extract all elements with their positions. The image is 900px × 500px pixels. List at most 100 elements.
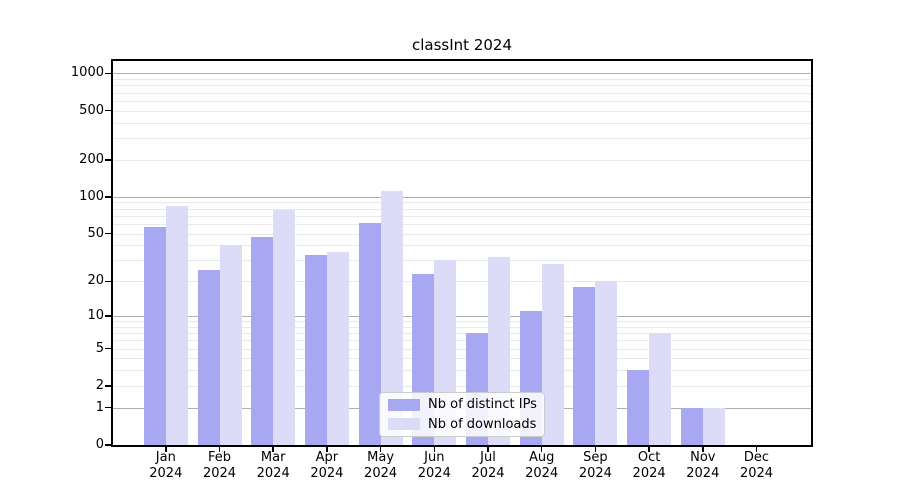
x-tick-label: Mar 2024 bbox=[256, 450, 290, 481]
x-tick-mark bbox=[272, 447, 274, 452]
minor-gridline bbox=[113, 110, 811, 112]
minor-gridline bbox=[113, 208, 811, 210]
x-tick-label: May 2024 bbox=[364, 450, 398, 481]
minor-gridline bbox=[113, 100, 811, 102]
y-tick-label: 2 bbox=[95, 377, 104, 393]
y-tick-mark bbox=[105, 232, 111, 235]
minor-gridline bbox=[113, 138, 811, 139]
minor-gridline bbox=[113, 79, 811, 81]
y-tick-label: 1 bbox=[95, 399, 104, 415]
y-tick-label: 10 bbox=[87, 308, 104, 323]
bar bbox=[273, 210, 296, 445]
y-tick-label: 20 bbox=[87, 273, 104, 289]
bar bbox=[627, 370, 650, 445]
bar bbox=[165, 206, 188, 445]
bar bbox=[304, 255, 327, 445]
y-tick-mark bbox=[105, 347, 111, 350]
y-tick-mark bbox=[105, 159, 111, 161]
bar bbox=[649, 333, 672, 445]
chart-title: classInt 2024 bbox=[412, 36, 512, 54]
y-tick-label: 500 bbox=[79, 102, 104, 118]
major-gridline bbox=[113, 73, 811, 75]
legend-item: Nb of distinct IPs bbox=[380, 397, 544, 412]
legend-swatch bbox=[388, 418, 420, 431]
x-tick-mark bbox=[755, 447, 758, 452]
minor-gridline bbox=[113, 281, 811, 283]
x-tick-mark bbox=[594, 447, 597, 452]
x-tick-mark bbox=[326, 447, 328, 452]
minor-gridline bbox=[113, 85, 811, 87]
minor-gridline bbox=[113, 385, 811, 387]
y-tick-label: 1000 bbox=[70, 65, 104, 81]
x-tick-label: Nov 2024 bbox=[686, 450, 720, 481]
bar bbox=[251, 236, 274, 445]
x-tick-label: Apr 2024 bbox=[310, 450, 344, 481]
minor-gridline bbox=[113, 122, 811, 124]
y-tick-mark bbox=[105, 315, 111, 317]
minor-gridline bbox=[113, 223, 811, 225]
legend-item: Nb of downloads bbox=[380, 417, 544, 432]
x-tick-mark bbox=[379, 447, 382, 452]
x-tick-label: Jul 2024 bbox=[471, 450, 505, 481]
legend-swatch bbox=[388, 398, 420, 411]
x-tick-label: Sep 2024 bbox=[578, 450, 612, 481]
minor-gridline bbox=[113, 92, 811, 94]
x-tick-label: Feb 2024 bbox=[202, 450, 237, 481]
bar bbox=[680, 407, 703, 445]
bar bbox=[143, 226, 166, 445]
y-tick-mark bbox=[105, 72, 111, 75]
x-tick-label: Oct 2024 bbox=[632, 450, 666, 481]
bar bbox=[595, 281, 618, 445]
x-tick-mark bbox=[702, 447, 704, 452]
x-tick-mark bbox=[648, 447, 650, 452]
x-tick-label: Jun 2024 bbox=[417, 450, 451, 481]
minor-gridline bbox=[113, 260, 811, 262]
y-tick-mark bbox=[105, 385, 111, 387]
plot-area bbox=[111, 59, 813, 447]
minor-gridline bbox=[113, 326, 811, 328]
major-gridline bbox=[113, 316, 811, 317]
y-tick-mark bbox=[105, 280, 111, 283]
x-tick-mark bbox=[165, 447, 167, 452]
minor-gridline bbox=[113, 333, 811, 335]
y-tick-label: 5 bbox=[95, 340, 104, 356]
x-tick-mark bbox=[540, 447, 543, 452]
y-tick-label: 200 bbox=[79, 151, 104, 167]
x-tick-mark bbox=[218, 447, 221, 452]
major-gridline bbox=[113, 196, 811, 198]
bar bbox=[702, 407, 725, 445]
y-tick-mark bbox=[105, 444, 111, 446]
minor-gridline bbox=[113, 159, 811, 161]
x-tick-label: Jan 2024 bbox=[149, 450, 183, 481]
y-tick-mark bbox=[105, 406, 111, 409]
bar bbox=[326, 252, 349, 445]
minor-gridline bbox=[113, 215, 811, 217]
bar bbox=[358, 223, 381, 445]
y-tick-mark bbox=[105, 196, 111, 198]
legend: Nb of distinct IPs Nb of downloads bbox=[379, 392, 545, 437]
x-tick-label: Aug 2024 bbox=[525, 450, 559, 481]
y-tick-label: 0 bbox=[95, 437, 104, 452]
minor-gridline bbox=[113, 358, 811, 360]
y-tick-label: 50 bbox=[87, 225, 104, 241]
bar bbox=[380, 190, 403, 445]
bar bbox=[541, 263, 564, 445]
x-tick-mark bbox=[433, 447, 436, 452]
legend-label: Nb of downloads bbox=[428, 416, 537, 432]
minor-gridline bbox=[113, 321, 811, 323]
minor-gridline bbox=[113, 370, 811, 372]
bar bbox=[219, 245, 242, 445]
y-tick-mark bbox=[105, 109, 111, 112]
bar bbox=[197, 269, 220, 445]
minor-gridline bbox=[113, 202, 811, 204]
minor-gridline bbox=[113, 233, 811, 235]
legend-label: Nb of distinct IPs bbox=[428, 397, 537, 413]
minor-gridline bbox=[113, 340, 811, 342]
minor-gridline bbox=[113, 348, 811, 350]
y-tick-label: 100 bbox=[79, 188, 104, 204]
x-tick-label: Dec 2024 bbox=[739, 450, 774, 481]
bar bbox=[573, 286, 596, 445]
minor-gridline bbox=[113, 245, 811, 247]
x-tick-mark bbox=[487, 447, 489, 452]
